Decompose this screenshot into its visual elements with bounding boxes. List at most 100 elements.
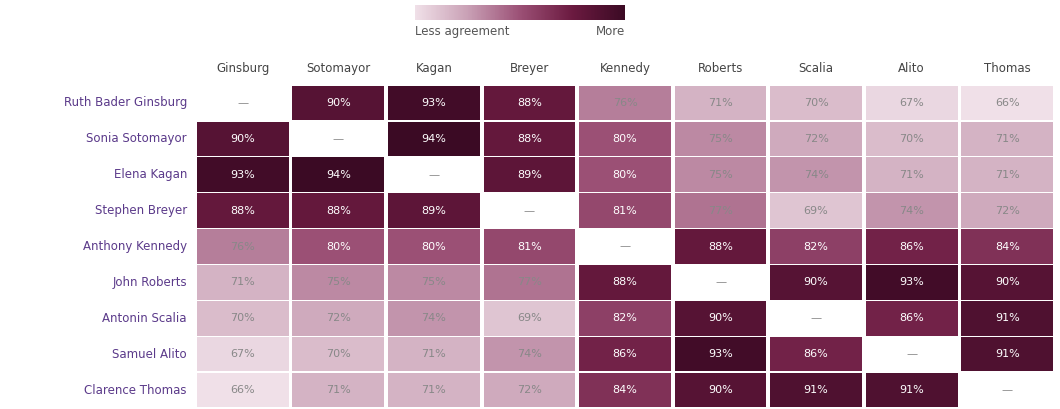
Text: 88%: 88% [325,206,351,216]
Text: 80%: 80% [613,170,637,180]
Bar [771,229,862,264]
Text: 70%: 70% [803,98,829,108]
Text: Elena Kagan: Elena Kagan [113,168,187,181]
Bar [579,265,671,300]
Text: 86%: 86% [803,349,829,359]
Text: Sonia Sotomayor: Sonia Sotomayor [86,133,187,145]
Bar [388,121,480,156]
Text: —: — [333,134,343,144]
Bar [293,301,384,335]
Text: Thomas: Thomas [984,62,1030,75]
Text: 84%: 84% [994,241,1020,252]
Bar [866,301,957,335]
Bar [483,157,576,192]
Text: —: — [619,241,631,252]
Bar [771,265,862,300]
Text: —: — [716,277,726,288]
Bar [866,373,957,407]
Bar [579,373,671,407]
Text: 74%: 74% [517,349,542,359]
Text: 90%: 90% [803,277,829,288]
Text: 90%: 90% [230,134,255,144]
Bar [866,265,957,300]
Bar [579,121,671,156]
Text: 94%: 94% [422,134,446,144]
Bar [293,193,384,228]
Text: Clarence Thomas: Clarence Thomas [85,384,187,397]
Text: 71%: 71% [899,170,924,180]
Text: 90%: 90% [995,277,1020,288]
Text: 75%: 75% [708,134,732,144]
Text: 91%: 91% [803,385,829,395]
Text: Antonin Scalia: Antonin Scalia [103,312,187,325]
Bar [771,86,862,120]
Bar [197,86,288,120]
Bar [674,337,766,371]
Text: —: — [1002,385,1012,395]
Text: 82%: 82% [803,241,829,252]
Bar [483,86,576,120]
Text: 90%: 90% [708,385,732,395]
Text: —: — [428,170,440,180]
Bar [866,157,957,192]
Text: Anthony Kennedy: Anthony Kennedy [83,240,187,253]
Bar [579,229,671,264]
Text: 88%: 88% [708,241,734,252]
Text: 72%: 72% [325,313,351,323]
Text: Kagan: Kagan [416,62,453,75]
Bar [771,337,862,371]
Bar [293,337,384,371]
Text: 89%: 89% [422,206,446,216]
Text: 91%: 91% [899,385,924,395]
Text: —: — [906,349,917,359]
Text: 77%: 77% [517,277,542,288]
Text: 71%: 71% [230,277,255,288]
Bar [483,337,576,371]
Bar [961,265,1053,300]
Text: 90%: 90% [326,98,351,108]
Bar [771,193,862,228]
Text: 81%: 81% [517,241,542,252]
Text: 86%: 86% [899,241,924,252]
Text: 91%: 91% [995,349,1020,359]
Bar [388,86,480,120]
Text: 70%: 70% [899,134,924,144]
Bar [483,373,576,407]
Bar [866,337,957,371]
Text: 74%: 74% [899,206,924,216]
Text: 72%: 72% [994,206,1020,216]
Text: Sotomayor: Sotomayor [306,62,370,75]
Bar [483,193,576,228]
Bar [197,193,288,228]
Bar [388,157,480,192]
Text: 71%: 71% [326,385,351,395]
Bar [771,301,862,335]
Text: 86%: 86% [899,313,924,323]
Bar [579,157,671,192]
Bar [674,373,766,407]
Bar [866,86,957,120]
Bar [674,121,766,156]
Bar [197,301,288,335]
Text: 93%: 93% [708,349,732,359]
Text: 75%: 75% [326,277,351,288]
Bar [674,86,766,120]
Bar [674,301,766,335]
Text: 71%: 71% [995,170,1020,180]
Text: 91%: 91% [995,313,1020,323]
Text: 93%: 93% [422,98,446,108]
Text: 81%: 81% [613,206,637,216]
Bar [293,157,384,192]
Text: —: — [237,98,248,108]
Text: 74%: 74% [422,313,446,323]
Text: 93%: 93% [899,277,924,288]
Text: —: — [524,206,535,216]
Text: Breyer: Breyer [510,62,549,75]
Text: John Roberts: John Roberts [112,276,187,289]
Text: Ginsburg: Ginsburg [216,62,269,75]
Bar [388,193,480,228]
Bar [771,157,862,192]
Text: 75%: 75% [708,170,732,180]
Bar [961,86,1053,120]
Text: Samuel Alito: Samuel Alito [112,348,187,361]
